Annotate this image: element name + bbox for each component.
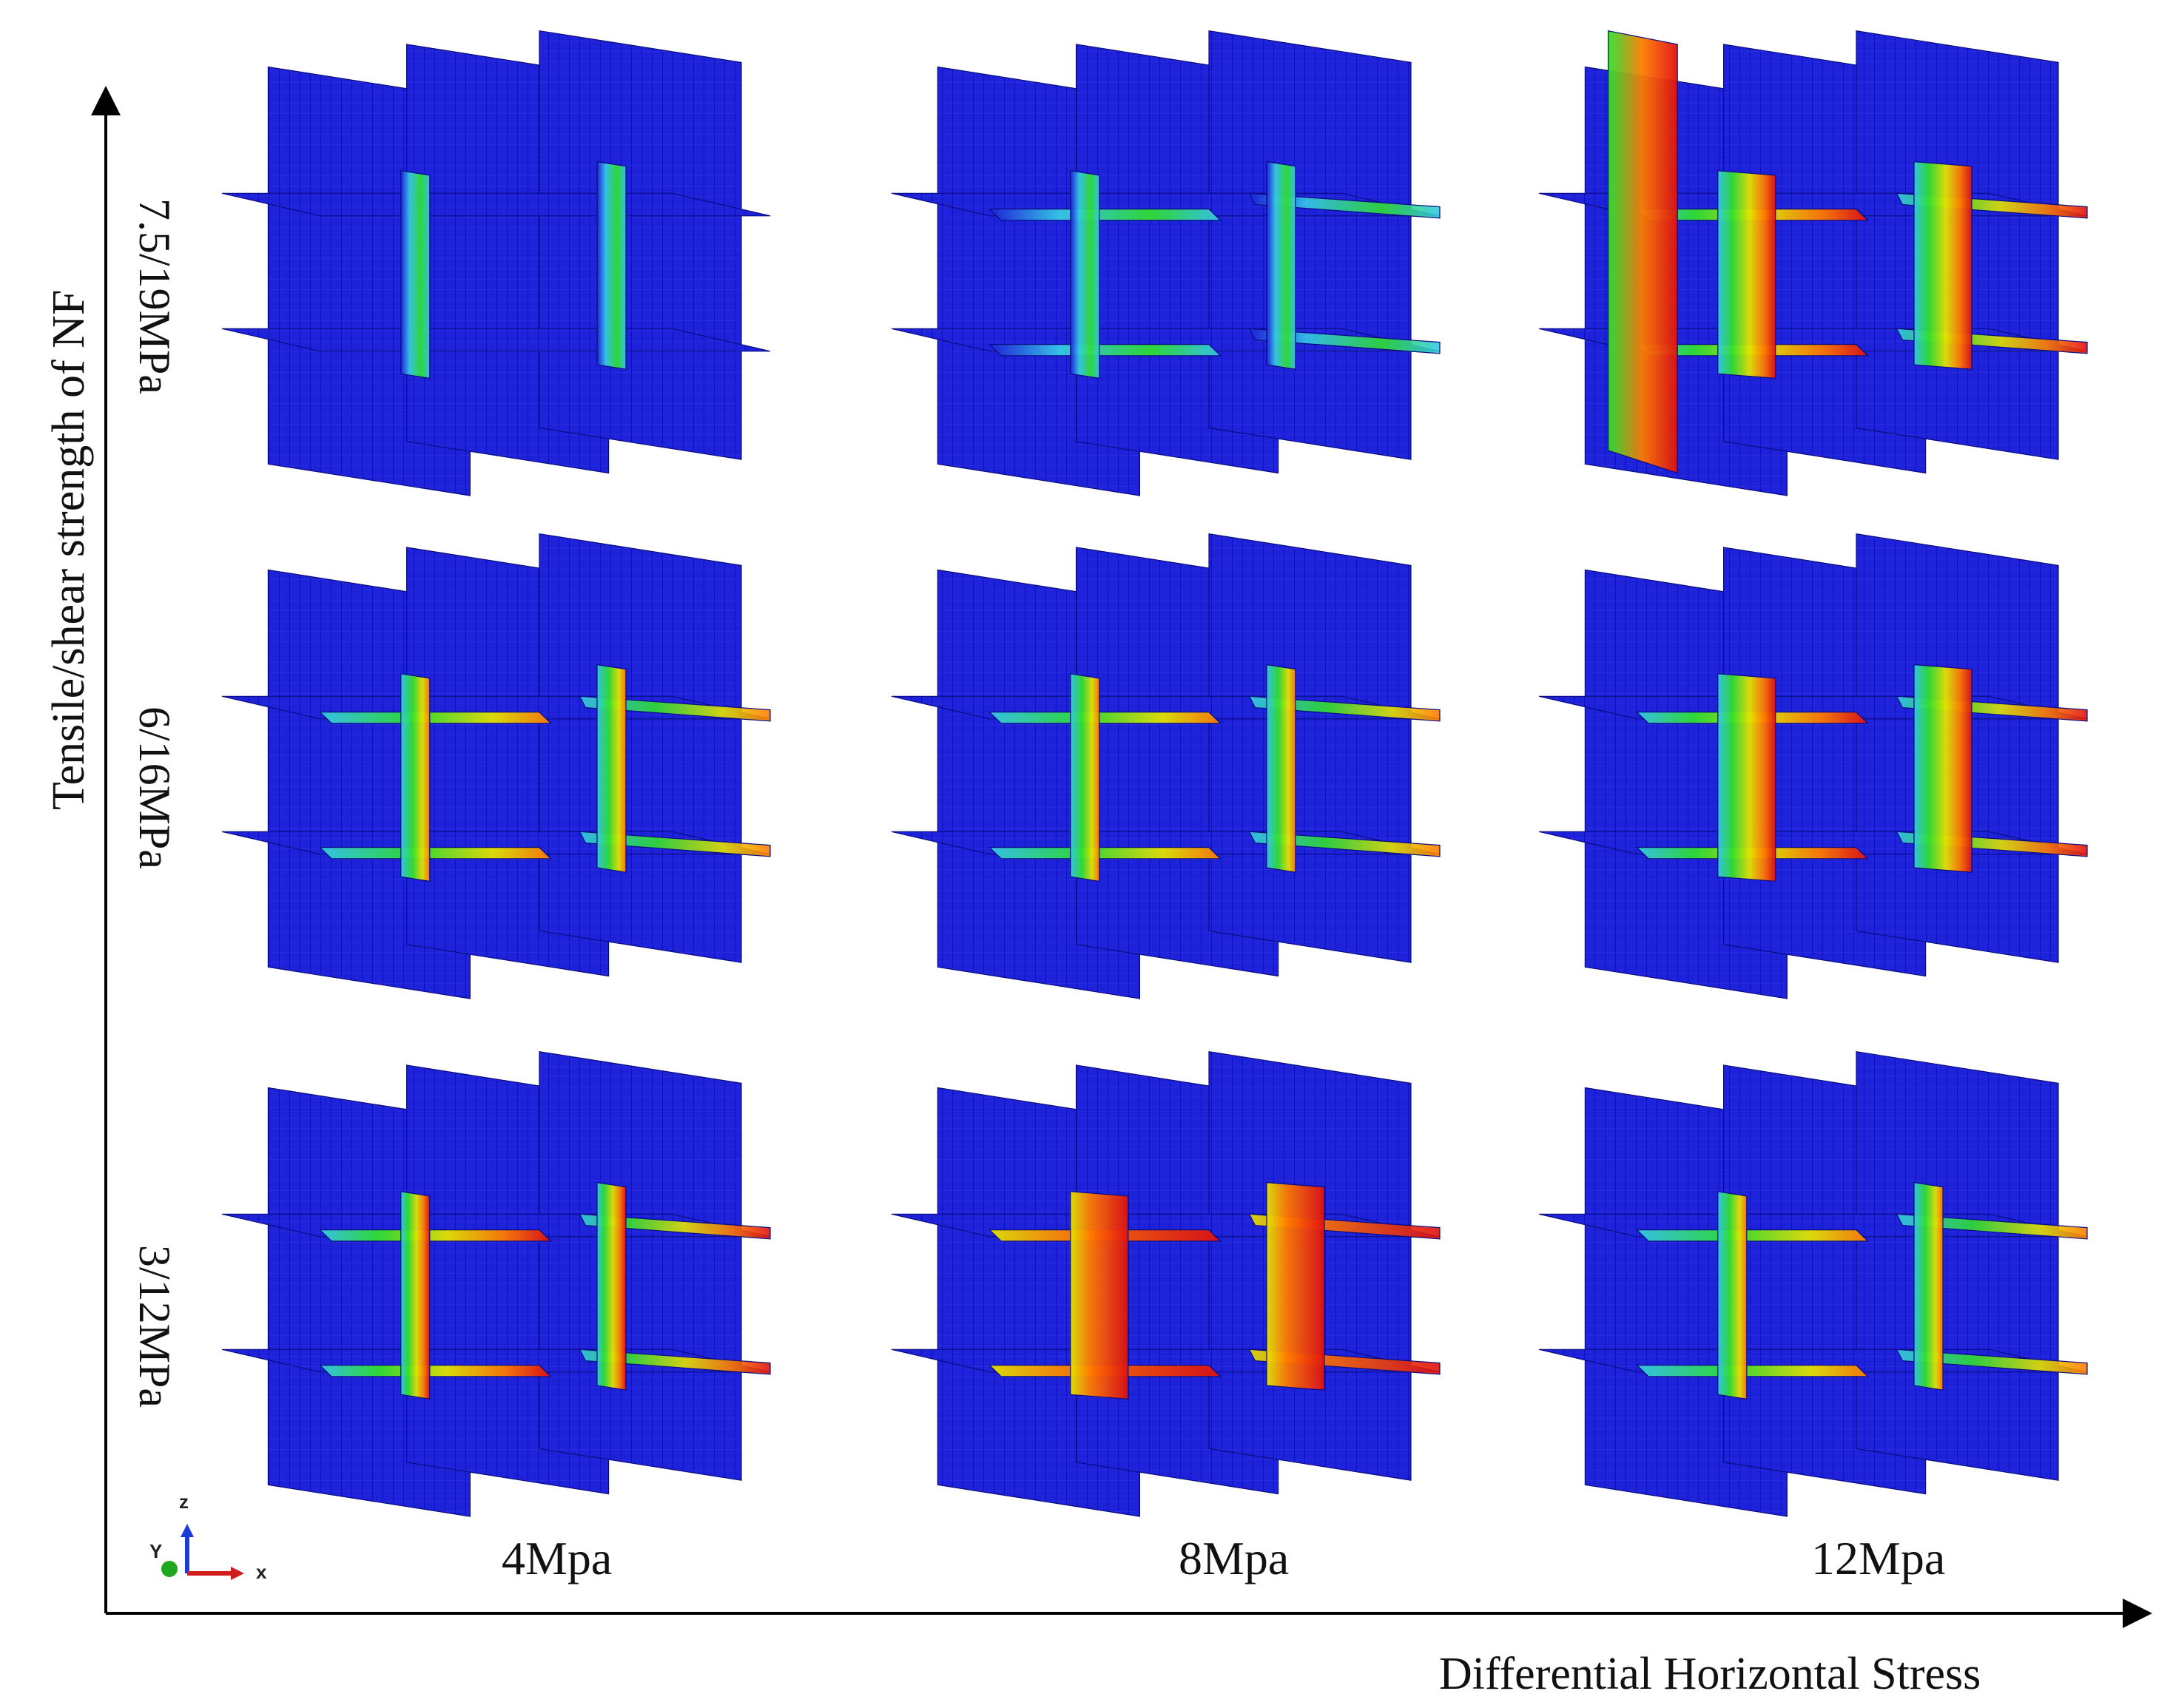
- horizontal-stress-band-right-1: [1896, 1348, 2088, 1375]
- fracture-contour-strip-0: [400, 170, 431, 379]
- column-label-12mpa: 12Mpa: [1811, 1532, 1946, 1584]
- panel-r1-c0: [221, 533, 771, 999]
- x-axis-title: Differential Horizontal Stress: [1439, 1649, 1981, 1699]
- horizontal-stress-band-right-1: [579, 1348, 771, 1375]
- horizontal-stress-band-left-1: [988, 847, 1222, 860]
- horizontal-stress-band-left-0: [988, 712, 1222, 724]
- horizontal-stress-band-left-0: [319, 1229, 553, 1242]
- column-label-4mpa: 4Mpa: [502, 1532, 613, 1584]
- fracture-contour-strip-1: [1913, 161, 1972, 370]
- fracture-contour-strip-1: [1266, 161, 1296, 370]
- vertical-fracture-plane-2: [539, 30, 742, 460]
- horizontal-stress-band-right-0: [579, 1213, 771, 1240]
- triad-x-label: x: [256, 1561, 267, 1583]
- horizontal-stress-band-right-0: [1896, 1213, 2088, 1240]
- fracture-contour-strip-0: [1717, 170, 1776, 379]
- fracture-contour-strip-0: [400, 673, 431, 882]
- horizontal-stress-band-left-1: [319, 1365, 553, 1377]
- triad-z-label: z: [179, 1491, 189, 1513]
- horizontal-stress-band-left-1: [319, 847, 553, 860]
- vertical-fracture-plane-2: [1856, 1050, 2059, 1481]
- panel-r1-c2: [1538, 533, 2088, 999]
- horizontal-stress-band-right-1: [1248, 831, 1441, 857]
- horizontal-stress-band-left-0: [1636, 1229, 1870, 1242]
- horizontal-stress-band-left-1: [1636, 1365, 1870, 1377]
- triad-y-label: Y: [149, 1540, 163, 1562]
- fracture-contour-strip-0: [1717, 673, 1776, 882]
- horizontal-stress-band-right-0: [1248, 695, 1441, 722]
- vertical-fracture-plane-2: [1208, 30, 1412, 460]
- horizontal-stress-band-right-0: [1248, 192, 1441, 219]
- fracture-contour-strip-1: [1266, 664, 1296, 873]
- horizontal-stress-band-right-0: [579, 695, 771, 722]
- row-label-middle: 6/16MPa: [130, 706, 179, 870]
- panel-r0-c0: [221, 30, 771, 496]
- fracture-contour-strip-0: [1717, 1191, 1748, 1400]
- panel-r2-c1: [891, 1050, 1441, 1517]
- panel-r0-c1: [891, 30, 1441, 496]
- fracture-contour-strip-0: [400, 1191, 431, 1400]
- horizontal-stress-band-left-0: [319, 712, 553, 724]
- fracture-contour-strip-1: [1913, 1181, 1944, 1391]
- horizontal-stress-band-right-1: [579, 831, 771, 857]
- row-label-top: 7.5/19MPa: [130, 198, 179, 395]
- horizontal-fracture-plane-1: [221, 328, 771, 352]
- horizontal-fracture-plane-0: [221, 192, 771, 217]
- vertical-fracture-plane-2: [539, 1050, 742, 1481]
- panel-r1-c1: [891, 533, 1441, 999]
- panel-r2-c2: [1538, 1050, 2088, 1517]
- column-label-8mpa: 8Mpa: [1179, 1532, 1290, 1584]
- activated-fracture-sheet: [1608, 30, 1678, 474]
- fracture-contour-strip-1: [596, 664, 627, 873]
- horizontal-stress-band-right-1: [1248, 328, 1441, 354]
- vertical-fracture-plane-2: [539, 533, 742, 963]
- fracture-contour-strip-1: [1266, 1181, 1325, 1391]
- y-axis-title: Tensile/shear strength of NF: [44, 289, 94, 810]
- fracture-contour-strip-0: [1070, 1191, 1129, 1400]
- fracture-contour-strip-0: [1070, 170, 1100, 379]
- vertical-fracture-plane-2: [1208, 533, 1412, 963]
- fracture-contour-strip-1: [596, 1181, 627, 1391]
- panel-r2-c0: [221, 1050, 771, 1517]
- row-label-bottom: 3/12MPa: [130, 1245, 179, 1408]
- fracture-contour-strip-1: [596, 161, 627, 370]
- coordinate-triad-icon: [161, 1524, 244, 1580]
- panel-r0-c2: [1538, 30, 2088, 496]
- fracture-contour-strip-1: [1913, 664, 1972, 873]
- fracture-contour-strip-0: [1070, 673, 1100, 882]
- horizontal-stress-band-left-0: [988, 209, 1222, 221]
- horizontal-stress-band-left-1: [988, 344, 1222, 357]
- simulation-panels: [221, 30, 2088, 1517]
